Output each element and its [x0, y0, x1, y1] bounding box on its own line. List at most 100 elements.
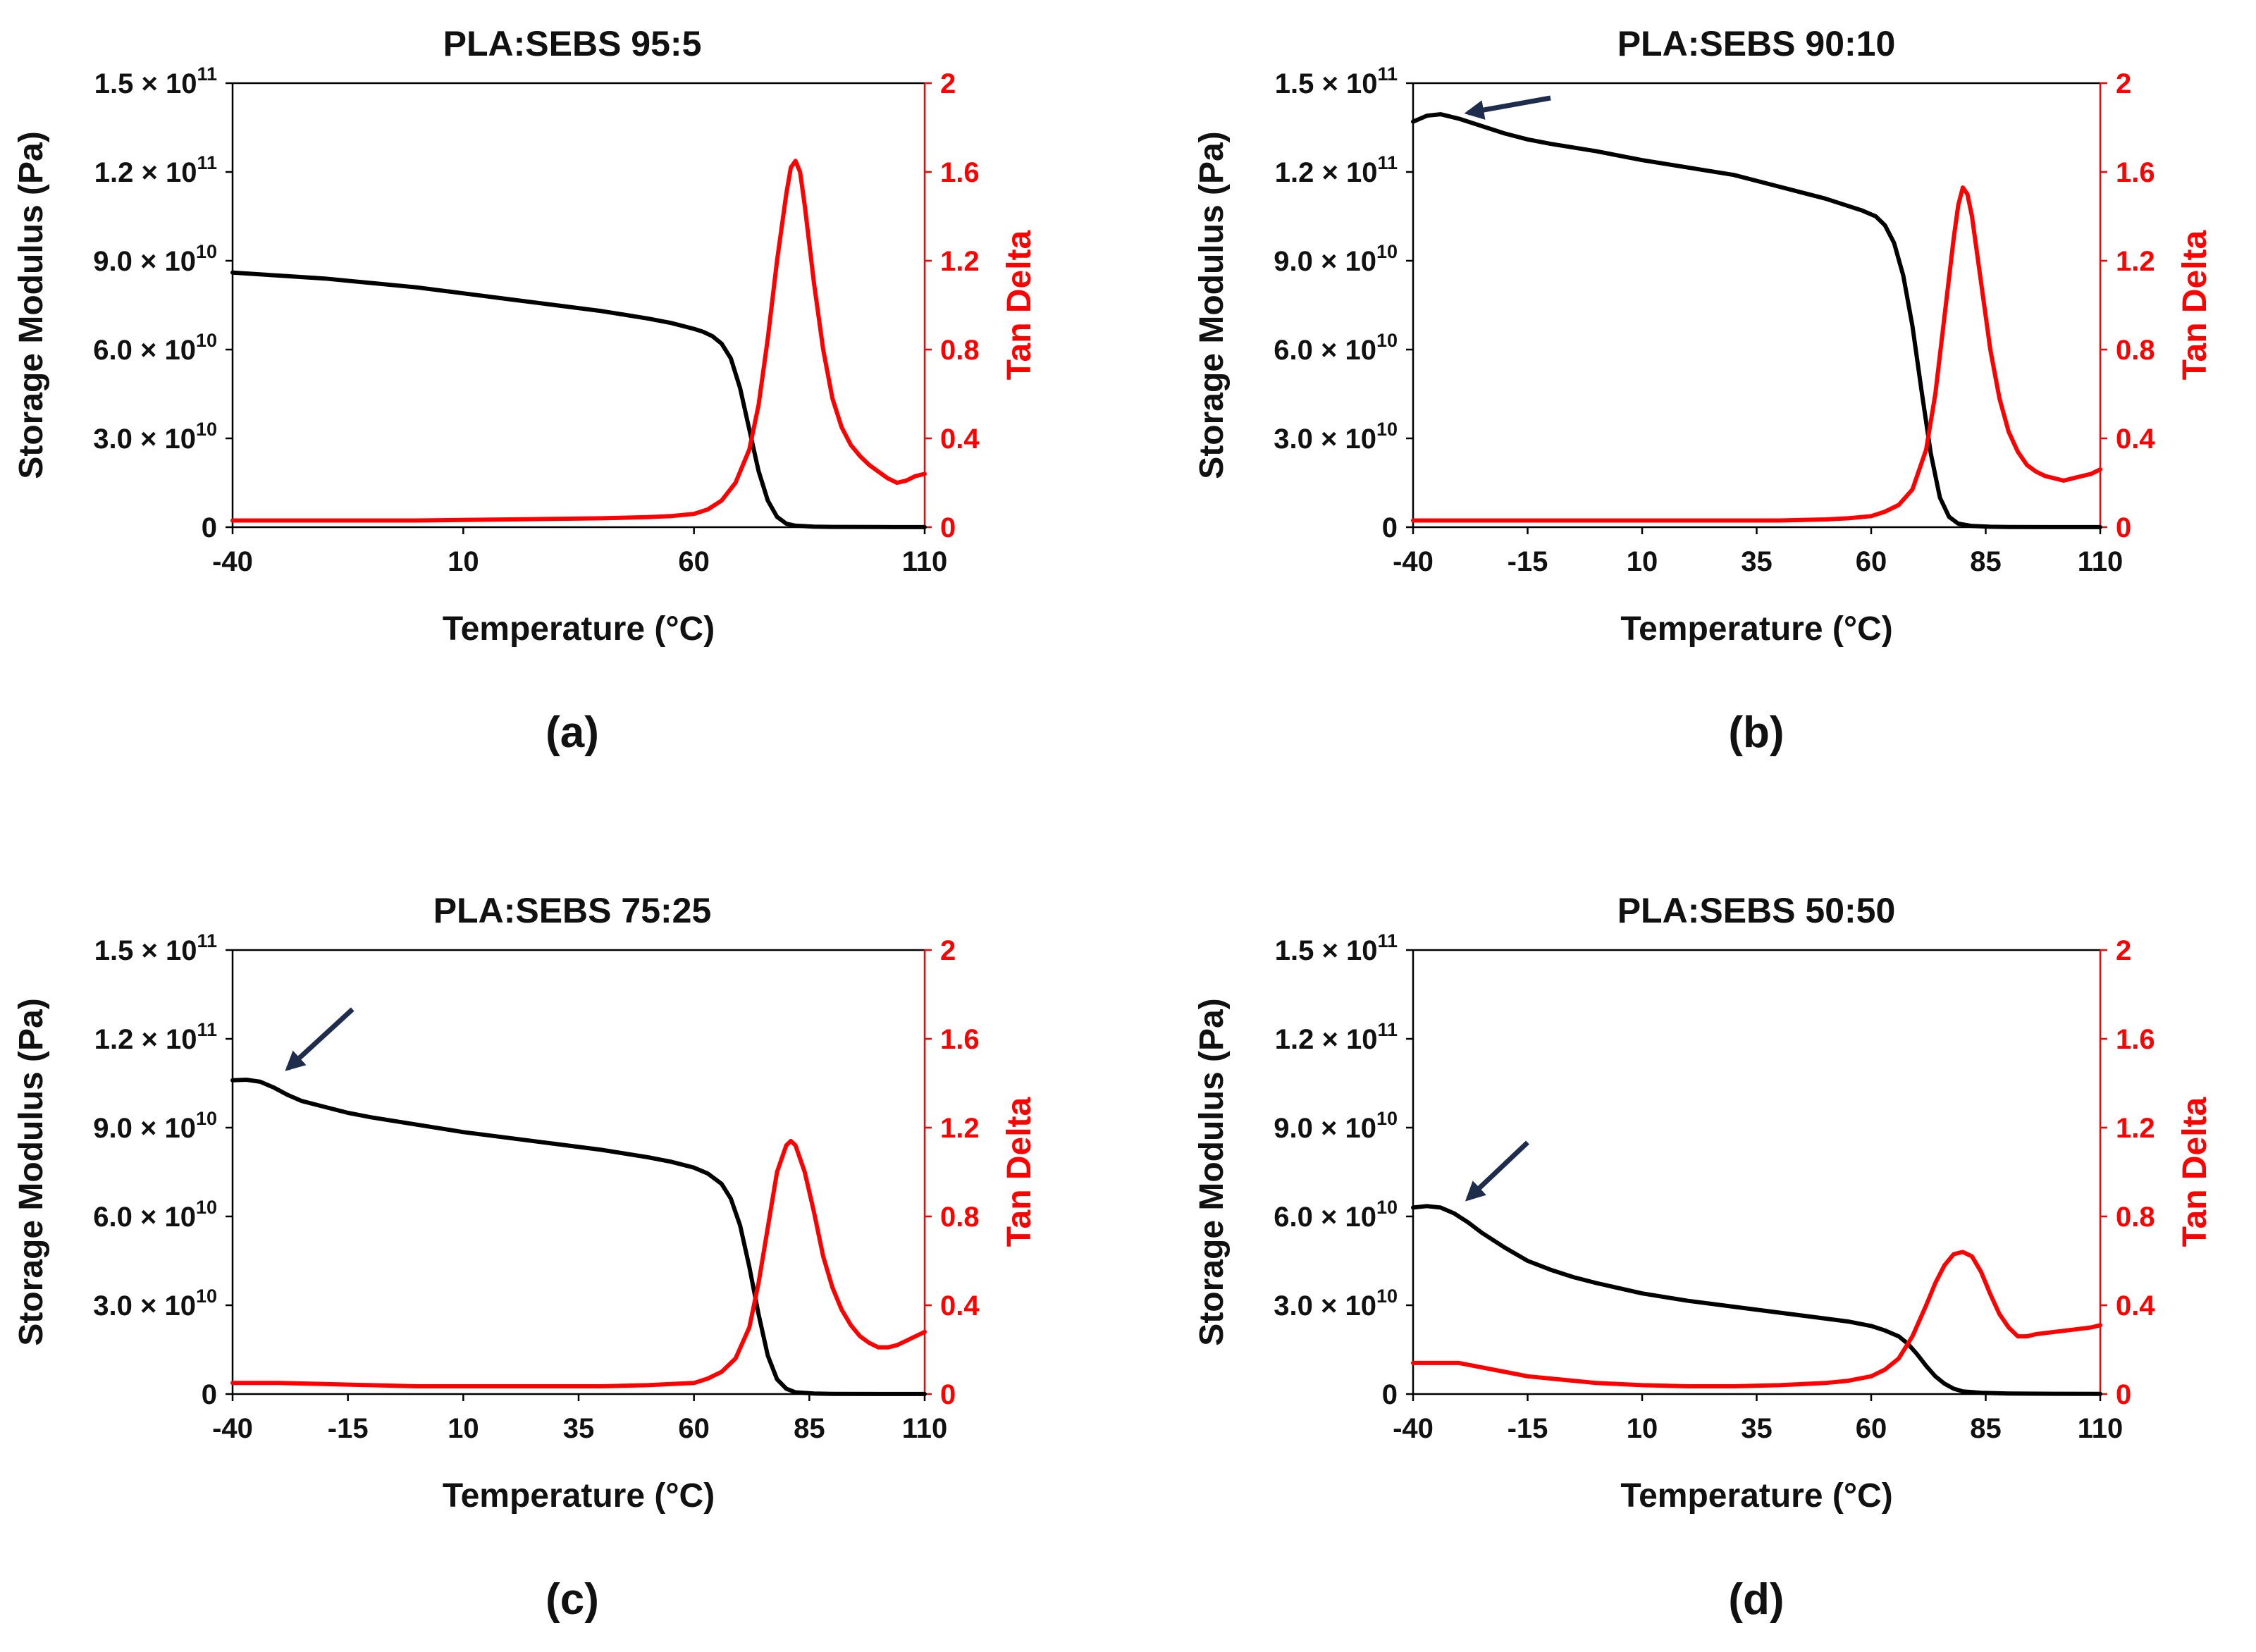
y-left-tick-label: 6.0 × 1010	[1274, 1197, 1398, 1233]
y-left-tick-label: 1.2 × 1011	[94, 152, 217, 188]
y-left-tick-label: 9.0 × 1010	[1274, 1108, 1398, 1144]
y-right-tick-label: 0	[2116, 1379, 2131, 1410]
y-left-tick-label: 3.0 × 1010	[1274, 419, 1398, 455]
x-tick-label: 85	[1970, 1413, 2002, 1444]
y-left-axis-label: Storage Modulus (Pa)	[1193, 998, 1231, 1345]
y-right-tick-label: 1.6	[940, 1024, 980, 1055]
x-tick-label: -15	[1508, 1413, 1548, 1444]
panel-label: (a)	[545, 708, 599, 757]
panel-label: (c)	[545, 1575, 599, 1624]
tan-delta-line	[1411, 185, 2102, 523]
x-tick-label: 60	[1856, 1413, 1887, 1444]
x-tick-label: 35	[1741, 546, 1773, 577]
y-left-tick-label: 0	[1382, 1379, 1398, 1410]
y-left-tick-label: 9.0 × 1010	[93, 241, 217, 277]
x-tick-label: 10	[1627, 546, 1658, 577]
chart-title: PLA:SEBS 90:10	[1617, 24, 1896, 63]
y-right-tick-label: 1.2	[940, 1113, 980, 1144]
y-right-axis-label: Tan Delta	[1001, 1097, 1038, 1247]
y-left-axis-label: Storage Modulus (Pa)	[1193, 131, 1231, 479]
y-left-tick-label: 1.5 × 1011	[1275, 930, 1398, 966]
y-left-tick-label: 3.0 × 1010	[93, 419, 217, 455]
x-tick-label: -15	[1508, 546, 1548, 577]
y-left-tick-label: 6.0 × 1010	[93, 1197, 217, 1233]
chart-title: PLA:SEBS 95:5	[443, 24, 702, 63]
x-tick-label: -15	[328, 1413, 369, 1444]
x-axis-label: Temperature (°C)	[443, 610, 715, 648]
chart-panel-4: PLA:SEBS 50:50 0 3.0 × 1010 6.0 × 1010 9.0 ×…	[1193, 891, 2214, 1624]
x-tick-label: -40	[1393, 1413, 1434, 1444]
x-tick-label: 110	[2078, 546, 2124, 577]
y-right-tick-label: 0.4	[2116, 424, 2155, 455]
y-left-tick-label: 1.2 × 1011	[1275, 152, 1398, 188]
y-left-tick-label: 0	[1382, 512, 1398, 543]
y-right-tick-label: 1.2	[940, 246, 980, 277]
y-right-tick-label: 2	[940, 935, 956, 966]
y-right-tick-label: 0.8	[2116, 335, 2155, 366]
chart-panel-2: PLA:SEBS 90:10 0 3.0 × 1010 6.0 × 1010 9.0 ×…	[1193, 24, 2214, 757]
x-tick-label: 10	[448, 1413, 479, 1444]
y-left-tick-label: 6.0 × 1010	[93, 330, 217, 366]
y-right-tick-label: 0.4	[940, 424, 980, 455]
y-left-tick-label: 1.2 × 1011	[94, 1019, 217, 1055]
y-right-tick-label: 2	[940, 68, 956, 99]
chart-panel-1: PLA:SEBS 95:5 0 3.0 × 1010 6.0 × 1010 9.0 × …	[13, 24, 1038, 757]
y-right-tick-label: 0.4	[2116, 1290, 2155, 1321]
panel-label: (d)	[1728, 1575, 1784, 1624]
y-left-tick-label: 0	[202, 1379, 217, 1410]
y-right-tick-label: 2	[2116, 935, 2131, 966]
storage-modulus-line	[230, 1078, 927, 1396]
y-right-tick-label: 0.8	[2116, 1202, 2155, 1233]
arrow-annotation	[1465, 1140, 1529, 1202]
storage-modulus-line	[1411, 1204, 2102, 1396]
y-right-tick-label: 1.2	[2116, 1113, 2155, 1144]
x-tick-label: 35	[1741, 1413, 1773, 1444]
y-left-tick-label: 9.0 × 1010	[93, 1108, 217, 1144]
x-tick-label: 60	[1856, 546, 1887, 577]
y-left-tick-label: 6.0 × 1010	[1274, 330, 1398, 366]
x-tick-label: 110	[902, 1413, 948, 1444]
x-axis-label: Temperature (°C)	[443, 1477, 715, 1515]
x-tick-label: 85	[794, 1413, 825, 1444]
chart-panel-3: PLA:SEBS 75:25 0 3.0 × 1010 6.0 × 1010 9.0 ×…	[13, 891, 1038, 1624]
y-right-axis-label: Tan Delta	[2176, 230, 2214, 380]
y-left-tick-label: 1.5 × 1011	[94, 63, 217, 99]
y-right-tick-label: 0	[940, 512, 956, 543]
chart-title: PLA:SEBS 75:25	[433, 891, 712, 930]
y-left-tick-label: 1.5 × 1011	[94, 930, 217, 966]
y-left-tick-label: 1.2 × 1011	[1275, 1019, 1398, 1055]
x-tick-label: 110	[2078, 1413, 2124, 1444]
y-left-tick-label: 3.0 × 1010	[1274, 1286, 1398, 1321]
x-tick-label: 10	[1627, 1413, 1658, 1444]
y-left-tick-label: 3.0 × 1010	[93, 1286, 217, 1321]
panel-label: (b)	[1728, 708, 1784, 757]
y-left-tick-label: 0	[202, 512, 217, 543]
y-right-tick-label: 1.2	[2116, 246, 2155, 277]
x-tick-label: 60	[678, 546, 710, 577]
storage-modulus-line	[1411, 112, 2102, 529]
arrow-annotation	[1464, 95, 1551, 120]
x-tick-label: 60	[678, 1413, 710, 1444]
y-right-tick-label: 1.6	[2116, 157, 2155, 188]
y-right-tick-label: 1.6	[940, 157, 980, 188]
tan-delta-line	[1411, 1250, 2102, 1388]
x-tick-label: 10	[448, 546, 479, 577]
y-right-tick-label: 0.8	[940, 1202, 980, 1233]
x-tick-label: -40	[212, 546, 253, 577]
y-right-axis-label: Tan Delta	[1001, 230, 1038, 380]
y-right-tick-label: 0.4	[940, 1290, 980, 1321]
y-right-axis-label: Tan Delta	[2176, 1097, 2214, 1247]
y-left-tick-label: 1.5 × 1011	[1275, 63, 1398, 99]
y-right-tick-label: 1.6	[2116, 1024, 2155, 1055]
storage-modulus-line	[230, 270, 927, 529]
x-axis-label: Temperature (°C)	[1620, 1477, 1892, 1515]
x-tick-label: -40	[212, 1413, 253, 1444]
x-tick-label: 110	[902, 546, 948, 577]
x-tick-label: -40	[1393, 546, 1434, 577]
tan-delta-line	[230, 1138, 927, 1388]
chart-title: PLA:SEBS 50:50	[1617, 891, 1896, 930]
y-left-axis-label: Storage Modulus (Pa)	[13, 998, 50, 1345]
y-right-tick-label: 2	[2116, 68, 2131, 99]
y-right-tick-label: 0	[940, 1379, 956, 1410]
